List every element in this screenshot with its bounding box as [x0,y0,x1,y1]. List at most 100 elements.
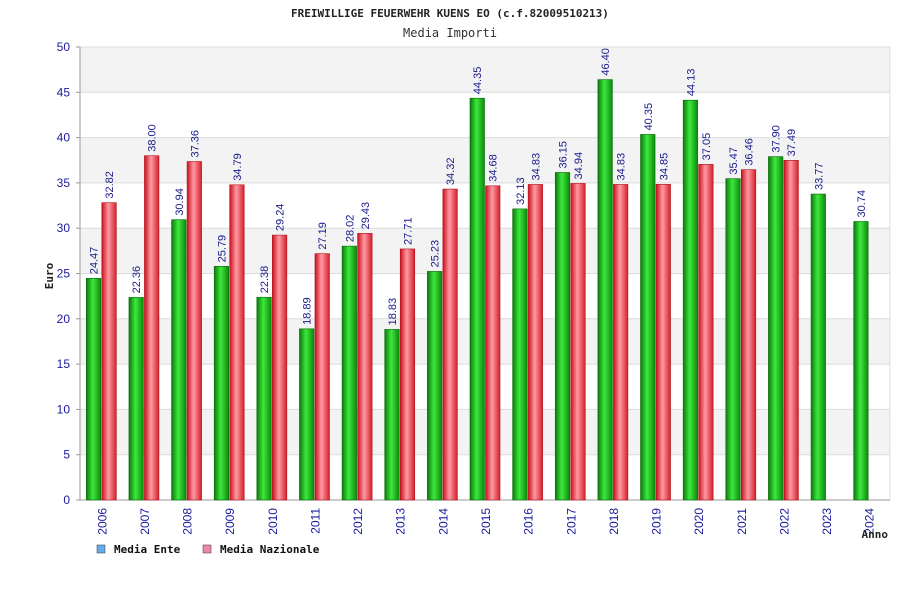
bar-media-ente-2022 [768,156,784,501]
x-tick-label: 2022 [777,508,791,535]
value-label: 34.79 [232,153,244,181]
x-axis-label: Anno [862,528,889,541]
bar-media-nazionale-2017 [570,183,586,501]
bar-media-nazionale-2015 [485,185,501,501]
bar-media-nazionale-2016 [527,184,543,501]
legend-label-media-ente: Media Ente [114,543,181,556]
x-tick-label: 2021 [735,508,749,535]
value-label: 44.35 [472,67,484,95]
bar-media-nazionale-2013 [399,248,416,501]
value-label: 33.77 [813,163,825,191]
value-label: 27.71 [402,217,414,245]
value-labels: 24.47 32.82 22.36 38.00 30.94 37.36 25.79 34.79… [89,48,868,325]
value-label: 34.83 [616,153,628,181]
bar-media-ente-2010 [256,296,272,501]
chart-title: FREIWILLIGE FEUERWEHR KUENS EO (c.f.8200… [291,7,609,20]
y-tick-label: 25 [57,267,71,281]
value-label: 29.24 [275,204,287,232]
x-tick-label: 2011 [308,508,322,534]
y-tick-label: 20 [57,312,71,326]
x-tick-label: 2017 [564,508,578,535]
bar-media-ente-2012 [341,245,357,501]
value-label: 37.05 [701,133,713,161]
bar-media-ente-2017 [554,172,571,501]
bars [86,79,869,501]
bar-media-nazionale-2012 [357,233,373,501]
x-tick-label: 2009 [223,508,237,535]
x-tick-label: 2024 [863,508,877,535]
value-label: 34.68 [488,154,500,182]
bar-media-nazionale-2019 [655,183,671,501]
x-tick-label: 2006 [95,508,109,535]
value-label: 32.13 [515,177,527,205]
value-label: 38.00 [147,124,159,152]
bar-media-ente-2018 [597,79,613,501]
bar-media-ente-2016 [512,208,528,501]
value-label: 37.90 [771,125,783,153]
value-label: 40.35 [643,103,655,131]
y-tick-label: 15 [57,357,71,371]
bar-media-ente-2019 [640,134,656,501]
value-label: 25.23 [430,240,442,268]
value-label: 35.47 [728,147,740,175]
bar-media-nazionale-2010 [272,234,288,501]
plot-band [80,47,890,93]
value-label: 30.74 [856,190,868,218]
y-tick-label: 5 [63,448,70,462]
value-label: 24.47 [89,247,101,275]
value-label: 28.02 [344,215,356,243]
legend-swatch-media-ente [96,544,106,554]
x-tick-label: 2023 [820,508,834,535]
value-label: 18.83 [387,298,399,326]
bar-media-ente-2024 [853,221,869,501]
bar-media-nazionale-2008 [186,161,202,501]
bar-media-ente-2008 [171,219,187,501]
bar-media-ente-2020 [682,99,698,501]
bar-media-ente-2006 [86,278,102,501]
bar-media-ente-2023 [810,193,826,501]
bar-media-ente-2011 [299,328,315,501]
x-tick-label: 2013 [394,508,408,535]
y-axis-label: Euro [43,262,56,289]
value-label: 25.79 [216,235,228,263]
bar-media-ente-2014 [427,271,443,501]
bar-media-nazionale-2007 [144,155,160,501]
value-label: 37.36 [189,130,201,158]
y-tick-label: 45 [57,85,71,99]
y-tick-label: 10 [57,402,71,416]
y-tick-label: 30 [57,221,71,235]
value-label: 37.49 [786,129,798,157]
y-tick-label: 50 [57,40,71,54]
bar-media-ente-2009 [213,266,230,501]
x-tick-labels: 2006 2007 2008 2009 2010 2011 2012 2013 2014 2015… [95,508,876,535]
x-tick-label: 2014 [436,508,450,535]
value-label: 30.94 [174,188,186,216]
y-tick-label: 0 [63,493,70,507]
legend-label-media-nazionale: Media Nazionale [220,543,320,556]
value-label: 22.36 [131,266,143,294]
x-tick-label: 2016 [522,508,536,535]
value-label: 36.15 [558,141,570,169]
chart-subtitle: Media Importi [403,26,497,40]
bar-media-nazionale-2011 [314,253,330,501]
plot-band [80,92,890,138]
x-tick-label: 2012 [351,508,365,535]
bar-media-ente-2021 [725,178,741,501]
value-label: 36.46 [744,138,756,166]
y-tick-label: 35 [57,176,71,190]
bar-media-ente-2013 [384,329,400,501]
y-tick-label: 40 [57,131,71,145]
value-label: 27.19 [317,222,329,250]
x-tick-label: 2020 [692,508,706,535]
value-label: 44.13 [685,69,697,97]
x-tick-label: 2010 [266,508,280,535]
bar-media-nazionale-2009 [229,184,245,501]
bar-media-nazionale-2018 [613,184,629,501]
bar-media-nazionale-2022 [783,160,799,501]
value-label: 46.40 [600,48,612,76]
bar-media-ente-2007 [128,297,144,501]
bar-media-nazionale-2021 [740,169,757,501]
legend: Media Ente Media Nazionale [96,543,320,556]
value-label: 29.43 [360,202,372,230]
